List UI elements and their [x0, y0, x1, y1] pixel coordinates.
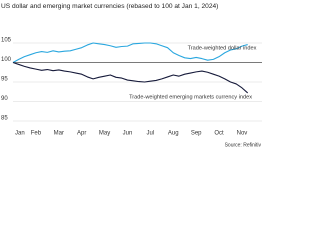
series-label: Trade-weighted emerging markets currency…	[129, 94, 252, 100]
x-tick-label: Mar	[54, 131, 64, 137]
y-tick-label: 100	[1, 57, 12, 63]
chart-title: US dollar and emerging market currencies…	[1, 3, 218, 10]
line	[12, 61, 249, 94]
line	[12, 42, 248, 63]
y-tick-label: 105	[1, 38, 12, 44]
x-tick-label: Feb	[31, 131, 42, 137]
chart: US dollar and emerging market currencies…	[1, 3, 262, 148]
x-tick-label: Jul	[147, 131, 155, 137]
x-tick-label: Nov	[237, 131, 248, 137]
x-tick-label: Jun	[123, 131, 133, 137]
x-tick-label: Jan	[15, 131, 25, 137]
y-tick-label: 95	[1, 77, 8, 83]
x-tick-label: Oct	[214, 131, 224, 137]
x-tick-label: May	[99, 131, 110, 137]
y-tick-label: 90	[1, 96, 8, 102]
source: Source: Refinitiv	[225, 142, 262, 148]
x-tick-label: Apr	[77, 131, 86, 137]
x-tick-label: Sep	[191, 131, 202, 137]
y-tick-label: 85	[1, 116, 8, 122]
x-tick-label: Aug	[168, 131, 179, 137]
series-label: Trade-weighted dollar index	[188, 45, 257, 51]
